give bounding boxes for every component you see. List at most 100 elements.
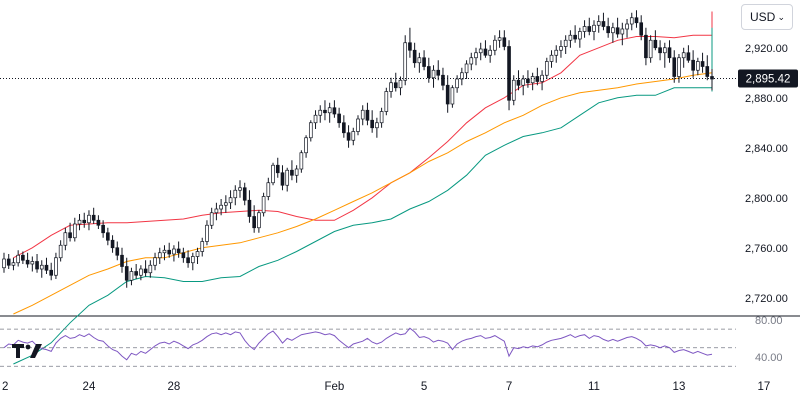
candle bbox=[530, 72, 535, 91]
candle-body bbox=[625, 23, 629, 30]
candle-body bbox=[153, 257, 157, 266]
candle bbox=[110, 235, 115, 253]
candle bbox=[681, 47, 686, 68]
candle-body bbox=[417, 57, 422, 64]
time-axis[interactable]: 22428Feb5711131719212527 bbox=[2, 381, 800, 393]
candle bbox=[238, 180, 242, 198]
candle-body bbox=[464, 63, 469, 74]
candle-body bbox=[634, 17, 639, 24]
candle bbox=[436, 60, 441, 81]
candle-body bbox=[615, 27, 620, 35]
candle bbox=[710, 69, 714, 91]
candle-body bbox=[318, 109, 323, 116]
candle bbox=[464, 60, 469, 79]
candle-body bbox=[620, 28, 625, 35]
candle-body bbox=[450, 87, 455, 105]
candle-body bbox=[190, 256, 195, 264]
candle-body bbox=[375, 122, 379, 129]
candle bbox=[167, 242, 172, 258]
candle bbox=[474, 47, 478, 66]
candle-body bbox=[327, 107, 332, 114]
candle-body bbox=[299, 152, 304, 170]
candle bbox=[488, 45, 492, 63]
candle-body bbox=[285, 169, 290, 186]
candle-body bbox=[87, 214, 91, 224]
candle bbox=[252, 205, 256, 233]
candle bbox=[460, 67, 464, 86]
candle bbox=[511, 75, 516, 106]
candle-body bbox=[68, 232, 72, 239]
candle bbox=[625, 19, 629, 38]
candle bbox=[120, 247, 124, 273]
candle bbox=[408, 27, 412, 58]
candle-body bbox=[25, 259, 30, 265]
candle-body bbox=[91, 214, 96, 221]
candle bbox=[82, 212, 87, 228]
candle bbox=[705, 55, 710, 81]
candle bbox=[16, 250, 20, 267]
candle-body bbox=[129, 271, 134, 281]
candle bbox=[205, 220, 209, 246]
candle-body bbox=[681, 52, 686, 59]
candle bbox=[375, 117, 379, 138]
candle bbox=[115, 241, 120, 261]
candle bbox=[379, 107, 384, 128]
candle bbox=[351, 127, 356, 146]
candle bbox=[143, 260, 148, 277]
candle bbox=[304, 135, 308, 158]
candle bbox=[153, 252, 157, 271]
candle bbox=[370, 110, 374, 133]
candle-body bbox=[403, 42, 408, 81]
rsi-pane: 80.00 40.00 bbox=[0, 315, 783, 367]
time-tick-label: 11 bbox=[588, 381, 600, 393]
candle-body bbox=[667, 47, 672, 59]
price-axis[interactable]: 2,895.42 2,920.00 2,880.00 2,840.00 2,800.00… bbox=[0, 43, 798, 305]
candle-body bbox=[106, 232, 110, 241]
candle bbox=[63, 227, 68, 251]
candle-body bbox=[559, 46, 563, 51]
candle-body bbox=[224, 202, 228, 206]
candle-body bbox=[96, 219, 101, 226]
candle bbox=[629, 12, 634, 31]
candle-body bbox=[389, 82, 393, 92]
candle-body bbox=[162, 249, 167, 254]
candle bbox=[72, 217, 77, 242]
candle-body bbox=[644, 34, 648, 59]
candle-body bbox=[469, 57, 474, 65]
candle bbox=[214, 202, 219, 221]
candle-body bbox=[445, 84, 450, 105]
candle-body bbox=[441, 74, 445, 86]
candle-body bbox=[478, 48, 483, 54]
candle-body bbox=[280, 172, 285, 186]
candle bbox=[563, 35, 568, 54]
candle-body bbox=[653, 39, 658, 49]
tradingview-logo[interactable] bbox=[12, 342, 44, 360]
candle-body bbox=[110, 239, 115, 249]
candle-body bbox=[143, 268, 148, 274]
candle bbox=[11, 257, 16, 271]
candle bbox=[294, 165, 299, 183]
candle-body bbox=[337, 113, 341, 124]
candle bbox=[25, 252, 30, 268]
candle bbox=[384, 87, 389, 116]
candle-body bbox=[134, 271, 138, 276]
candle-body bbox=[72, 223, 77, 239]
currency-select[interactable]: USD ⌄ bbox=[741, 4, 793, 30]
candle bbox=[639, 15, 644, 41]
candle bbox=[445, 75, 450, 113]
candle-body bbox=[535, 76, 540, 82]
candle bbox=[700, 52, 705, 73]
candle-body bbox=[629, 17, 634, 25]
candle-body bbox=[611, 27, 615, 34]
candle bbox=[549, 50, 554, 68]
candle bbox=[667, 40, 672, 63]
candle-body bbox=[530, 76, 535, 84]
candle bbox=[573, 25, 577, 43]
chevron-down-icon: ⌄ bbox=[777, 12, 785, 22]
candle-body bbox=[252, 216, 256, 229]
candle-body bbox=[483, 48, 488, 56]
candle bbox=[426, 57, 431, 83]
candle bbox=[200, 237, 205, 257]
